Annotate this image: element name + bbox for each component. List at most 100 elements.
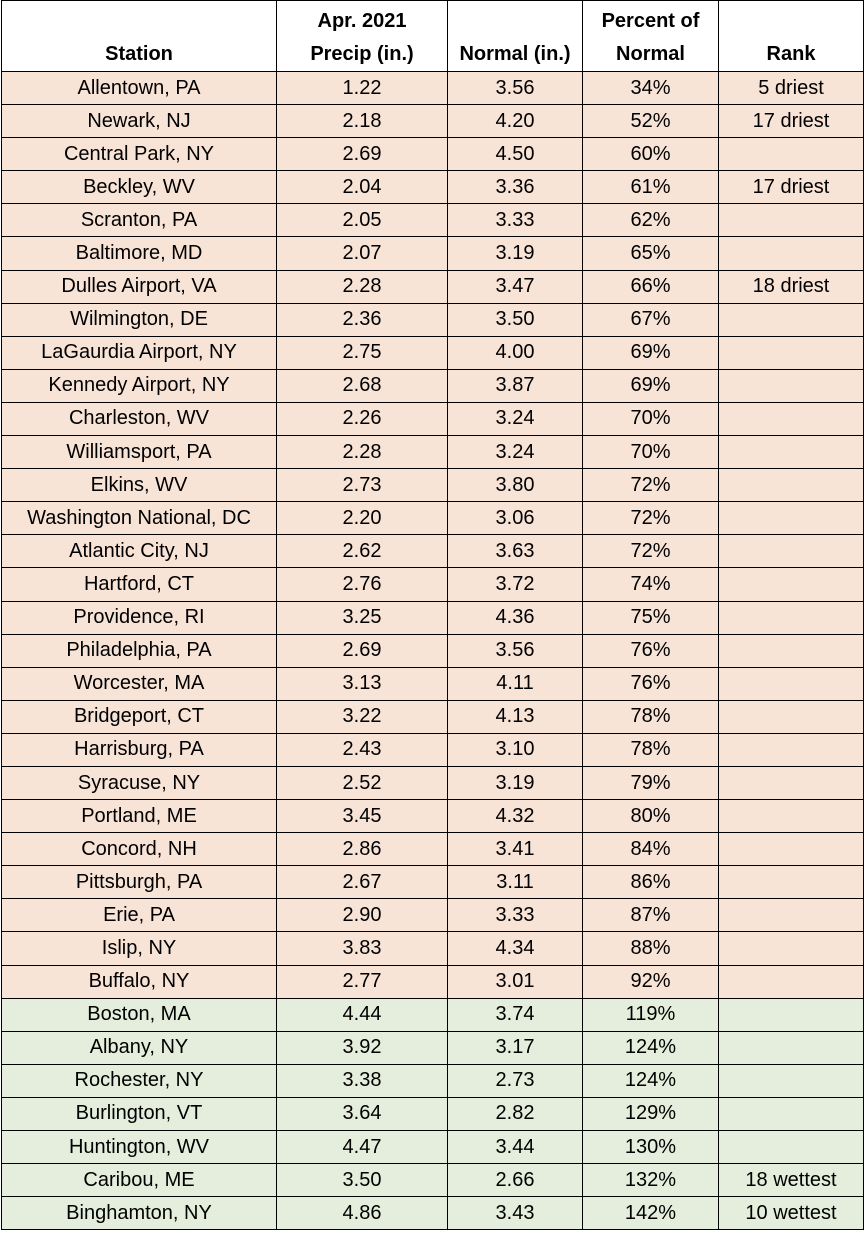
normal-cell: 3.56	[447, 70, 583, 106]
precip-cell: 2.04	[276, 170, 448, 205]
station-cell: Kennedy Airport, NY	[1, 368, 277, 403]
percent-cell: 79%	[582, 765, 719, 801]
rank-cell	[718, 1063, 864, 1098]
rank-cell: 17 driest	[718, 170, 864, 205]
table-row: Harrisburg, PA 2.43 3.10 78%	[1, 732, 864, 767]
station-cell: Pittsburgh, PA	[1, 865, 277, 900]
precip-cell: 2.28	[276, 269, 448, 304]
percent-cell: 80%	[582, 799, 719, 834]
station-cell: Elkins, WV	[1, 468, 277, 503]
rank-cell	[718, 732, 864, 767]
precip-cell: 2.86	[276, 832, 448, 867]
table-row: Kennedy Airport, NY 2.68 3.87 69%	[1, 368, 864, 403]
table-row: Baltimore, MD 2.07 3.19 65%	[1, 236, 864, 271]
station-cell: Erie, PA	[1, 898, 277, 933]
normal-cell: 3.47	[447, 269, 583, 304]
precip-cell: 3.25	[276, 600, 448, 635]
precip-cell: 3.92	[276, 1030, 448, 1065]
table-row: Portland, ME 3.45 4.32 80%	[1, 799, 864, 834]
station-cell: Central Park, NY	[1, 137, 277, 172]
precip-cell: 2.18	[276, 104, 448, 139]
percent-cell: 72%	[582, 534, 719, 569]
station-cell: Caribou, ME	[1, 1163, 277, 1198]
precip-cell: 3.83	[276, 931, 448, 966]
rank-cell	[718, 203, 864, 238]
precip-cell: 3.50	[276, 1163, 448, 1198]
precip-cell: 2.67	[276, 865, 448, 900]
station-cell: Albany, NY	[1, 1030, 277, 1065]
precip-cell: 2.69	[276, 137, 448, 172]
table-body: Allentown, PA 1.22 3.56 34% 5 driest Newark, …	[1, 70, 864, 1231]
normal-cell: 4.34	[447, 931, 583, 966]
station-cell: Hartford, CT	[1, 567, 277, 602]
normal-cell: 3.33	[447, 203, 583, 238]
percent-cell: 66%	[582, 269, 719, 304]
normal-cell: 3.01	[447, 964, 583, 999]
rank-cell	[718, 600, 864, 635]
normal-cell: 3.11	[447, 865, 583, 900]
rank-cell	[718, 931, 864, 966]
station-cell: Beckley, WV	[1, 170, 277, 205]
station-cell: Syracuse, NY	[1, 765, 277, 801]
percent-cell: 142%	[582, 1196, 719, 1231]
table-row: Erie, PA 2.90 3.33 87%	[1, 898, 864, 933]
station-cell: Washington National, DC	[1, 501, 277, 536]
percent-cell: 60%	[582, 137, 719, 172]
station-cell: Huntington, WV	[1, 1129, 277, 1165]
rank-cell	[718, 666, 864, 701]
precip-cell: 4.47	[276, 1129, 448, 1165]
station-cell: Portland, ME	[1, 799, 277, 834]
table-row: Binghamton, NY 4.86 3.43 142% 10 wettest	[1, 1196, 864, 1231]
header-percent: Percent of Normal	[582, 0, 719, 72]
table-row: LaGaurdia Airport, NY 2.75 4.00 69%	[1, 335, 864, 370]
table-row: Concord, NH 2.86 3.41 84%	[1, 832, 864, 867]
table-row: Syracuse, NY 2.52 3.19 79%	[1, 765, 864, 801]
percent-cell: 78%	[582, 699, 719, 734]
rank-cell: 5 driest	[718, 70, 864, 106]
normal-cell: 3.80	[447, 468, 583, 503]
percent-cell: 74%	[582, 567, 719, 602]
percent-cell: 130%	[582, 1129, 719, 1165]
rank-cell	[718, 964, 864, 999]
station-cell: LaGaurdia Airport, NY	[1, 335, 277, 370]
table-row: Worcester, MA 3.13 4.11 76%	[1, 666, 864, 701]
precip-cell: 2.36	[276, 302, 448, 337]
rank-cell: 18 wettest	[718, 1163, 864, 1198]
station-cell: Dulles Airport, VA	[1, 269, 277, 304]
normal-cell: 4.00	[447, 335, 583, 370]
table-row: Elkins, WV 2.73 3.80 72%	[1, 468, 864, 503]
percent-cell: 124%	[582, 1030, 719, 1065]
precip-cell: 2.26	[276, 401, 448, 437]
precip-cell: 2.28	[276, 435, 448, 470]
station-cell: Baltimore, MD	[1, 236, 277, 271]
percent-cell: 76%	[582, 633, 719, 668]
percent-cell: 87%	[582, 898, 719, 933]
precip-cell: 2.62	[276, 534, 448, 569]
precip-cell: 3.38	[276, 1063, 448, 1098]
header-row: Station Apr. 2021 Precip (in.) Normal (in…	[1, 0, 864, 72]
normal-cell: 3.56	[447, 633, 583, 668]
rank-cell	[718, 699, 864, 734]
table-row: Caribou, ME 3.50 2.66 132% 18 wettest	[1, 1163, 864, 1198]
rank-cell	[718, 1030, 864, 1065]
header-rank: Rank	[718, 0, 864, 72]
percent-cell: 52%	[582, 104, 719, 139]
precip-cell: 2.20	[276, 501, 448, 536]
normal-cell: 2.82	[447, 1096, 583, 1132]
station-cell: Wilmington, DE	[1, 302, 277, 337]
percent-cell: 129%	[582, 1096, 719, 1132]
precip-cell: 2.73	[276, 468, 448, 503]
percent-cell: 65%	[582, 236, 719, 271]
normal-cell: 4.36	[447, 600, 583, 635]
rank-cell	[718, 1129, 864, 1165]
station-cell: Concord, NH	[1, 832, 277, 867]
rank-cell	[718, 401, 864, 437]
station-cell: Bridgeport, CT	[1, 699, 277, 734]
rank-cell	[718, 567, 864, 602]
table-row: Washington National, DC 2.20 3.06 72%	[1, 501, 864, 536]
percent-cell: 84%	[582, 832, 719, 867]
normal-cell: 3.10	[447, 732, 583, 767]
normal-cell: 4.11	[447, 666, 583, 701]
station-cell: Providence, RI	[1, 600, 277, 635]
precip-cell: 2.77	[276, 964, 448, 999]
